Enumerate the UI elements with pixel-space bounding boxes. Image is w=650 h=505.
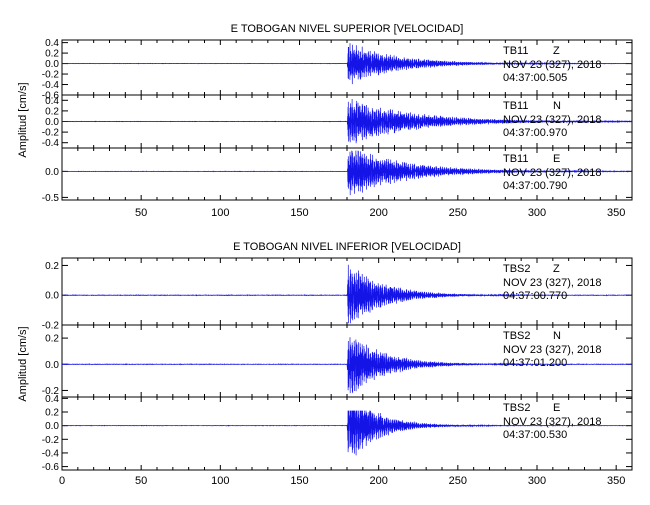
x-tick-label: 200 (369, 207, 387, 219)
x-tick-label: 350 (607, 207, 625, 219)
y-tick-label: 0.2 (45, 106, 59, 117)
y-tick-label: 0.2 (45, 334, 59, 345)
trace-time: 04:37:00.770 (503, 290, 567, 302)
trace-component: E (553, 402, 560, 414)
x-tick-label: 50 (135, 475, 147, 487)
chart-group-1: E TOBOGAN NIVEL SUPERIOR [VELOCIDAD] Ampl… (17, 23, 633, 219)
chart-title: E TOBOGAN NIVEL INFERIOR [VELOCIDAD] (233, 241, 461, 253)
trace-station: TBS2 (503, 330, 531, 342)
y-tick-label: 0.0 (45, 117, 59, 128)
y-tick-label: -0.4 (42, 448, 60, 459)
y-tick-label: -0.2 (42, 386, 60, 397)
x-tick-label: 300 (528, 475, 546, 487)
x-tick-label: 250 (449, 207, 467, 219)
x-tick-label: 300 (528, 207, 546, 219)
trace-time: 04:37:00.970 (503, 127, 567, 139)
trace-date: NOV 23 (327), 2018 (503, 167, 601, 179)
y-tick-label: 0.0 (45, 291, 59, 302)
chart-group-2: E TOBOGAN NIVEL INFERIOR [VELOCIDAD] Ampl… (17, 241, 633, 487)
waveform-tbs2-e (61, 410, 632, 456)
trace-date: NOV 23 (327), 2018 (503, 416, 601, 428)
y-tick-label: 0.0 (45, 59, 59, 70)
y-tick-label: 0.0 (45, 360, 59, 371)
x-tick-label: 150 (290, 207, 308, 219)
y-tick-label: 0.0 (45, 421, 59, 432)
x-tick-label: 0 (59, 475, 65, 487)
y-tick-label: 0.0 (45, 167, 59, 178)
trace-component: Z (553, 263, 560, 275)
waveform-tbs2-z (62, 264, 632, 324)
trace-date: NOV 23 (327), 2018 (503, 277, 601, 289)
trace-component: N (553, 330, 561, 342)
trace-panel-tbs2-z: 0.2 0.0 -0.2 TBS2 Z NOV 23 (327), 201804:37:0… (42, 257, 633, 332)
trace-panel-tb11-n: 0.40.20.0-0.2-0.4 TB11 N NOV 23 (327), 2018… (42, 94, 633, 149)
trace-time: 04:37:00.790 (503, 180, 567, 192)
trace-panel-tb11-z: 0.40.20.0-0.2-0.4-0.6 TB11 Z NOV 23 (327), … (42, 38, 633, 102)
chart-title: E TOBOGAN NIVEL SUPERIOR [VELOCIDAD] (231, 23, 464, 35)
trace-component: N (553, 100, 561, 112)
trace-station: TBS2 (503, 402, 531, 414)
trace-time: 04:37:01.200 (503, 357, 567, 369)
trace-station: TB11 (503, 153, 528, 165)
x-tick-label: 350 (607, 475, 625, 487)
trace-time: 04:37:00.530 (503, 429, 567, 441)
trace-panel-tb11-e: 0.0 -0.5 TB11 E NOV 23 (327), 201804:37:00.7… (42, 147, 633, 204)
y-tick-label: -0.4 (42, 80, 60, 91)
y-tick-label: -0.5 (42, 193, 60, 204)
trace-panel-tbs2-n: 0.2 0.0 -0.2 TBS2 N NOV 23 (327), 201804:37:0… (42, 324, 633, 398)
waveform-tbs2-n (61, 337, 632, 394)
waveform-tb11-z (62, 43, 633, 85)
trace-panel-tbs2-e: 0.4 0.2 0.0 -0.2 -0.4 -0.6 TBS2 E NOV 23 (327), … (42, 394, 633, 473)
y-tick-label: -0.2 (42, 321, 60, 332)
y-axis-label: Amplitud [cm/s] (17, 82, 29, 157)
x-tick-label: 100 (211, 475, 229, 487)
x-tick-label: 50 (135, 207, 147, 219)
x-tick-label: 150 (290, 475, 308, 487)
trace-station: TB11 (503, 45, 528, 57)
y-tick-label: -0.2 (42, 70, 60, 81)
y-tick-label: 0.2 (45, 261, 59, 272)
y-tick-label: -0.2 (42, 128, 60, 139)
x-tick-label: 200 (369, 475, 387, 487)
trace-date: NOV 23 (327), 2018 (503, 344, 601, 356)
trace-station: TB11 (503, 100, 528, 112)
trace-date: NOV 23 (327), 2018 (503, 114, 601, 126)
trace-time: 04:37:00.505 (503, 72, 567, 84)
waveform-tb11-e (61, 150, 633, 196)
waveform-tb11-n (61, 98, 633, 144)
y-tick-label: -0.6 (42, 91, 60, 102)
y-tick-label: 0.4 (45, 96, 59, 107)
x-tick-label: 250 (449, 475, 467, 487)
y-axis-label: Amplitud [cm/s] (17, 326, 29, 401)
y-tick-label: 0.4 (45, 38, 59, 49)
y-tick-label: 0.4 (45, 394, 59, 405)
trace-station: TBS2 (503, 263, 531, 275)
y-tick-label: -0.4 (42, 138, 60, 149)
trace-component: Z (553, 45, 560, 57)
trace-date: NOV 23 (327), 2018 (503, 59, 601, 71)
y-tick-label: 0.2 (45, 408, 59, 419)
y-tick-label: 0.2 (45, 49, 59, 60)
y-tick-label: -0.2 (42, 435, 60, 446)
x-tick-label: 100 (211, 207, 229, 219)
trace-component: E (553, 153, 560, 165)
y-tick-label: -0.6 (42, 462, 60, 473)
